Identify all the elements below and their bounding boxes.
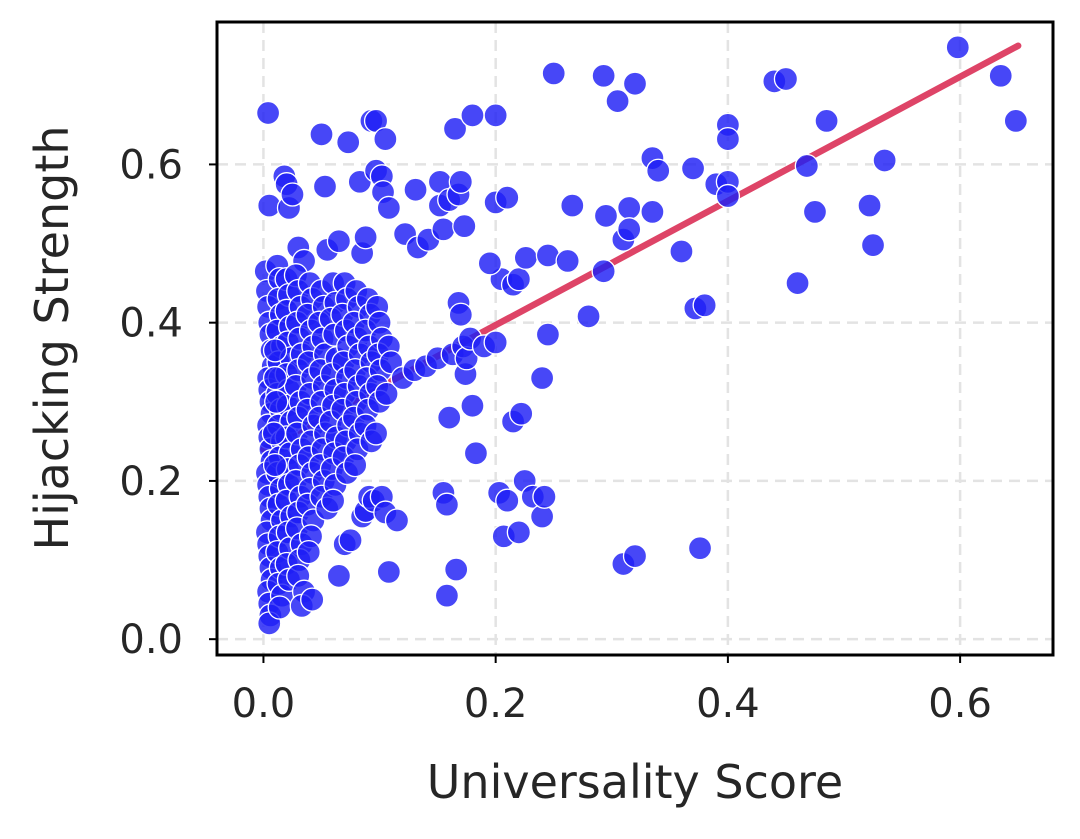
scatter-point: [434, 492, 460, 517]
scatter-point: [509, 401, 534, 426]
scatter-point: [296, 539, 321, 565]
scatter-point: [593, 203, 619, 229]
scatter-point: [442, 116, 468, 141]
scatter-point: [687, 536, 713, 561]
scatter-point: [261, 421, 287, 446]
x-tick-label: 0.2: [464, 681, 528, 727]
y-tick-label: 0.0: [119, 617, 183, 663]
trend-layer: [260, 42, 1022, 453]
scatter-point: [945, 35, 970, 60]
y-tick-label: 0.6: [119, 142, 183, 188]
scatter-point: [814, 108, 839, 134]
scatter-point: [591, 63, 616, 88]
scatter-point: [463, 441, 489, 466]
scatter-point: [312, 174, 338, 199]
scatter-point: [560, 193, 585, 218]
scatter-point: [444, 557, 469, 582]
scatter-point: [605, 88, 630, 114]
trend-line: [260, 42, 1022, 453]
scatter-point: [338, 528, 363, 553]
x-tick-label: 0.0: [232, 681, 296, 727]
scatter-point: [555, 248, 580, 274]
scatter-point: [336, 130, 361, 155]
scatter-point: [872, 148, 897, 173]
x-axis-label: Universality Score: [427, 755, 843, 809]
scatter-point: [669, 239, 694, 264]
scatter-point: [376, 195, 401, 221]
scatter-point: [262, 452, 288, 478]
scatter-point: [513, 245, 539, 270]
scatter-point: [1003, 108, 1028, 134]
scatter-point: [374, 381, 399, 407]
scatter-point: [532, 484, 557, 509]
scatter-point: [680, 156, 706, 181]
scatter-point: [622, 71, 648, 96]
scatter-point: [988, 63, 1013, 88]
scatter-point: [495, 488, 520, 513]
x-tick-label: 0.4: [696, 681, 760, 727]
scatter-point: [541, 61, 566, 86]
scatter-point: [376, 559, 401, 585]
scatter-point: [373, 126, 398, 152]
scatter-point: [591, 259, 616, 284]
scatter-point: [483, 103, 508, 128]
scatter-point: [353, 225, 378, 250]
scatter-point: [384, 508, 410, 533]
scatter-point: [622, 543, 648, 569]
scatter-point: [262, 365, 288, 391]
scatter-point: [452, 213, 477, 239]
scatter-point: [617, 195, 642, 221]
y-tick-label: 0.4: [119, 301, 183, 347]
scatter-point: [309, 122, 334, 147]
scatter-point: [506, 520, 532, 545]
scatter-point: [434, 583, 460, 608]
x-tick-label: 0.6: [928, 681, 992, 727]
scatter-point: [802, 199, 828, 225]
scatter-point: [692, 293, 717, 318]
points-layer: [253, 35, 1028, 636]
scatter-point: [715, 183, 741, 209]
scatter-point: [576, 304, 601, 329]
scatter-point: [264, 389, 289, 414]
scatter-point: [535, 322, 561, 347]
scatter-point: [860, 232, 886, 258]
scatter-point: [343, 452, 368, 478]
scatter-point: [483, 330, 508, 355]
scatter-point: [326, 229, 352, 254]
scatter-point: [267, 595, 292, 620]
scatter-point: [280, 182, 305, 207]
ticks: 0.0 0.2 0.4 0.6 0.0 0.2 0.4 0.6: [119, 142, 992, 727]
scatter-point: [529, 365, 555, 391]
scatter-point: [617, 217, 642, 242]
scatter-point: [437, 405, 462, 430]
scatter-point: [300, 587, 325, 612]
scatter-point: [460, 103, 485, 128]
scatter-point: [320, 488, 346, 513]
scatter-point: [262, 338, 288, 363]
scatter-point: [477, 251, 503, 276]
y-axis-label: Hijacking Strength: [25, 125, 79, 550]
scatter-point: [326, 563, 352, 589]
scatter-point: [773, 66, 799, 92]
scatter-point: [255, 100, 281, 126]
scatter-point: [857, 193, 882, 218]
scatter-point: [785, 270, 810, 296]
scatter-point: [715, 126, 741, 152]
scatter-point: [363, 421, 389, 446]
scatter-point: [506, 267, 532, 292]
scatter-point: [640, 199, 665, 225]
scatter-point: [448, 169, 473, 194]
scatter-point: [460, 393, 485, 418]
scatter-point: [646, 158, 671, 183]
scatter-point: [431, 217, 456, 242]
scatter-point: [794, 153, 819, 179]
scatter-point: [403, 177, 428, 202]
y-tick-label: 0.2: [119, 459, 183, 505]
plot-frame: [215, 20, 1055, 657]
scatter-point: [448, 302, 473, 327]
scatter-point: [495, 185, 520, 210]
